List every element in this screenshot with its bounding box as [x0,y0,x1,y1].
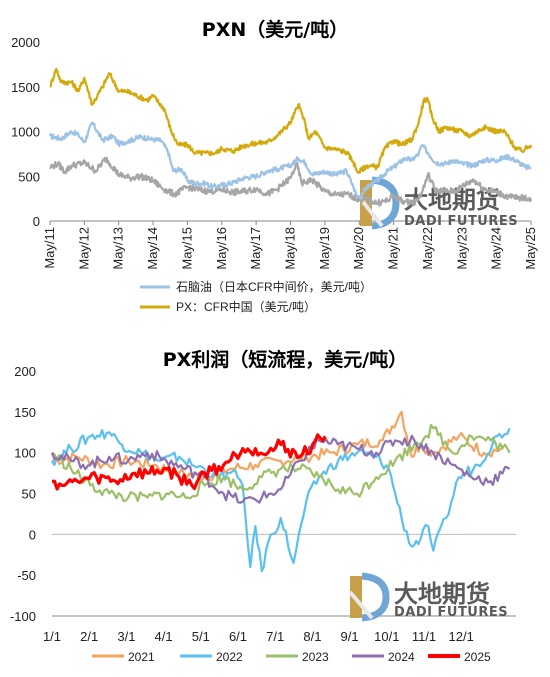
watermark-en-2: DADI FUTURES [394,605,508,620]
profit-y-axis: -100 -50 0 50 100 150 200 [10,364,516,624]
profit-x-tick-label: 11/1 [412,629,436,644]
pxn-legend: 石脑油（日本CFR中间价，美元/吨） PX：CFR中国（美元/吨） [140,279,372,314]
pxn-y-tick-label: 1500 [11,80,40,95]
profit-x-tick-label: 7/1 [266,629,284,644]
profit-y-tick-label: -50 [17,568,36,583]
dadi-logo-icon [358,176,400,230]
pxn-x-tick-label: May/12 [76,227,91,270]
profit-y-tick-label: 100 [14,446,36,461]
pxn-y-tick-label: 500 [18,169,40,184]
profit-legend: 2021 2022 2023 2024 2025 [92,650,491,664]
legend-label-2021: 2021 [128,650,155,664]
profit-x-tick-label: 2/1 [80,629,98,644]
px-profit-chart-title: PX利润（短流程，美元/吨） [163,348,408,371]
profit-series-line-2025 [51,433,327,491]
pxn-x-tick-label: May/21 [386,227,401,270]
profit-y-tick-label: 150 [14,405,36,420]
legend-item-naphtha: 石脑油（日本CFR中间价，美元/吨） [140,279,372,294]
pxn-x-tick-label: May/19 [317,227,332,270]
profit-y-tick-label: 200 [14,364,36,379]
watermark-en: DADI FUTURES [404,214,518,229]
legend-label-px: PX：CFR中国（美元/吨） [176,299,316,314]
profit-x-tick-label: 4/1 [155,629,173,644]
pxn-series-line-0 [48,121,532,200]
pxn-y-axis: 0 500 1000 1500 2000 [11,35,40,229]
profit-y-tick-label: 50 [22,487,36,502]
pxn-x-tick-label: May/22 [420,227,435,270]
legend-label-2023: 2023 [302,650,329,664]
legend-item-2021: 2021 [92,650,155,664]
legend-item-2025: 2025 [428,650,491,664]
profit-y-tick-label: -100 [10,609,36,624]
profit-x-tick-label: 9/1 [341,629,359,644]
pxn-watermark: 大地期货 DADI FUTURES [358,176,518,230]
legend-label-2022: 2022 [216,650,243,664]
profit-x-tick-label: 12/1 [449,629,474,644]
legend-item-2022: 2022 [180,650,243,664]
pxn-x-axis: May/11 May/12 May/13 May/14 May/15 May/16 May/… [42,221,538,270]
legend-item-2023: 2023 [266,650,329,664]
profit-series-line-2022 [51,427,511,573]
pxn-series-group [48,67,533,207]
pxn-x-tick-label: May/20 [351,227,366,270]
profit-series-line-2024 [50,434,511,504]
watermark-cn-2: 大地期货 [394,580,490,608]
profit-x-axis: 1/1 2/1 3/1 4/1 5/1 6/1 7/1 8/1 9/1 10/1 11/1 12/1 [43,629,474,644]
profit-x-tick-label: 5/1 [192,629,210,644]
profit-x-tick-label: 10/1 [374,629,399,644]
profit-y-tick-label: 0 [29,527,36,542]
profit-series-line-2023 [51,423,511,503]
legend-item-2024: 2024 [352,650,415,664]
pxn-chart-title: PXN（美元/吨） [202,18,348,41]
pxn-y-tick-label: 0 [33,214,40,229]
pxn-x-tick-label: May/11 [42,227,57,269]
legend-label-naphtha: 石脑油（日本CFR中间价，美元/吨） [176,279,372,294]
pxn-x-tick-label: May/18 [283,227,298,270]
legend-label-2025: 2025 [464,650,491,664]
pxn-x-tick-label: May/16 [214,227,229,270]
pxn-y-tick-label: 2000 [11,35,40,50]
legend-label-2024: 2024 [388,650,415,664]
profit-series-group [50,410,511,573]
pxn-x-tick-label: May/17 [248,227,263,270]
pxn-x-tick-label: May/13 [111,227,126,270]
legend-item-px: PX：CFR中国（美元/吨） [140,299,316,314]
pxn-series-line-2 [49,156,533,207]
dadi-logo-icon-2 [348,572,390,622]
pxn-x-tick-label: May/25 [523,227,538,270]
pxn-y-tick-label: 1000 [11,125,40,140]
pxn-x-tick-label: May/14 [145,227,160,270]
pxn-series-line-1 [49,67,533,174]
profit-x-tick-label: 8/1 [303,629,321,644]
pxn-x-tick-label: May/15 [179,227,194,270]
profit-x-tick-label: 6/1 [229,629,247,644]
profit-x-tick-label: 3/1 [117,629,135,644]
profit-watermark: 大地期货 DADI FUTURES [348,572,508,622]
pxn-x-tick-label: May/23 [454,227,469,270]
profit-x-tick-label: 1/1 [43,629,61,644]
pxn-x-tick-label: May/24 [489,227,504,270]
px-profit-chart: PX利润（短流程，美元/吨） -100 -50 0 50 100 150 200 1/1 2/… [10,348,516,664]
